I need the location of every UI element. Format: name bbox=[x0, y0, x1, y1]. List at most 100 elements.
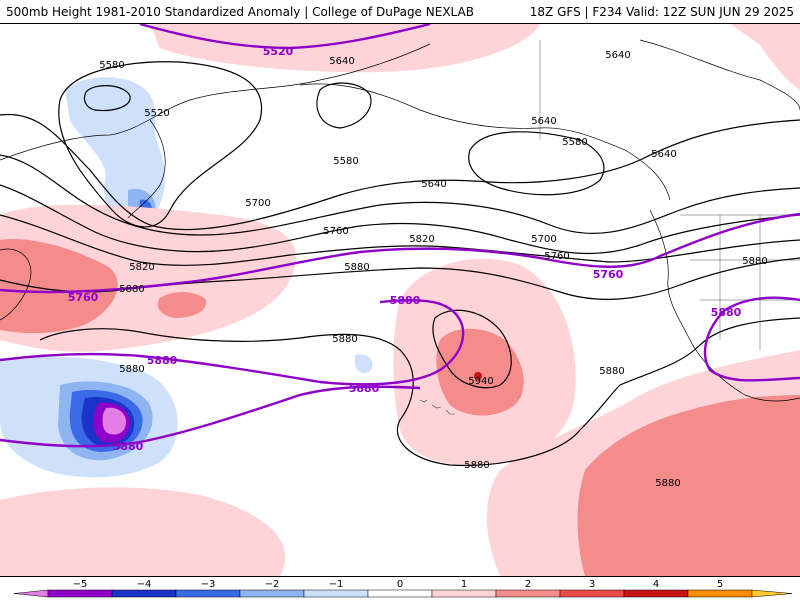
island-3 bbox=[445, 409, 455, 415]
contour-5940 bbox=[432, 309, 512, 389]
contour-5820 bbox=[0, 214, 800, 266]
clim-label: 5880 bbox=[390, 294, 421, 307]
contour-5580-loop bbox=[58, 61, 263, 228]
contour-5760 bbox=[0, 184, 800, 255]
clim-label: 5520 bbox=[263, 45, 294, 58]
contour-label: 5640 bbox=[531, 116, 556, 127]
colorbar-ticks: −5 −4 −3 −2 −1 0 1 2 3 4 5 bbox=[73, 579, 724, 590]
contour-label: 5880 bbox=[119, 284, 144, 295]
anomaly-pos-south-mid bbox=[577, 395, 800, 576]
colorbar-swatch bbox=[13, 589, 49, 598]
colorbar-swatch bbox=[751, 589, 793, 598]
map-header: 500mb Height 1981-2010 Standardized Anom… bbox=[0, 0, 800, 24]
colorbar-tick-label: −4 bbox=[137, 579, 152, 590]
colorbar-tick-label: 1 bbox=[461, 579, 467, 590]
contour-label: 5580 bbox=[99, 60, 124, 71]
clim-5760 bbox=[0, 212, 800, 294]
contour-label: 5880 bbox=[464, 460, 489, 471]
colorbar-swatch bbox=[687, 589, 753, 598]
map-title: 500mb Height 1981-2010 Standardized Anom… bbox=[6, 5, 474, 19]
state-borders bbox=[539, 40, 800, 350]
contour-label: 5820 bbox=[409, 234, 434, 245]
contour-label: 5640 bbox=[651, 149, 676, 160]
coastline-siberia bbox=[0, 43, 431, 161]
anomaly-colorbar: −5 −4 −3 −2 −1 0 1 2 3 4 5 bbox=[0, 576, 800, 600]
contour-label: 5700 bbox=[531, 234, 556, 245]
clim-label: 5880 bbox=[349, 382, 380, 395]
contour-label: 5880 bbox=[655, 478, 680, 489]
colorbar-tick-label: 4 bbox=[653, 579, 659, 590]
colorbar-tick-label: 3 bbox=[589, 579, 595, 590]
colorbar-swatch bbox=[559, 589, 625, 598]
coastline-alaska bbox=[299, 83, 671, 201]
colorbar-swatches bbox=[13, 589, 793, 598]
anomaly-pos-arctic bbox=[150, 24, 540, 73]
colorbar-swatch bbox=[431, 589, 497, 598]
coastline-japan bbox=[0, 248, 32, 321]
island-2 bbox=[431, 404, 442, 409]
colorbar-tick-label: −2 bbox=[265, 579, 280, 590]
contour-label: 5580 bbox=[562, 137, 587, 148]
contour-label: 5880 bbox=[332, 334, 357, 345]
anomaly-neg-small bbox=[355, 354, 373, 374]
colorbar-swatch bbox=[47, 589, 113, 598]
clim-label: 5880 bbox=[113, 440, 144, 453]
contour-5880-central-loop bbox=[39, 317, 800, 467]
climatology-contours bbox=[0, 24, 800, 448]
colorbar-tick-label: −5 bbox=[73, 579, 88, 590]
contour-label: 5760 bbox=[323, 226, 348, 237]
coastline-kamchatka bbox=[127, 119, 166, 219]
colorbar-tick-label: 0 bbox=[397, 579, 403, 590]
clim-label: 5760 bbox=[593, 268, 624, 281]
anomaly-pos-small-spot bbox=[157, 292, 207, 318]
contour-5700 bbox=[0, 154, 800, 236]
clim-5880-c bbox=[703, 296, 800, 382]
contour-label: 5940 bbox=[468, 376, 493, 387]
anomaly-pos-central-core bbox=[474, 372, 482, 380]
contour-label: 5520 bbox=[144, 108, 169, 119]
contour-label: 5580 bbox=[333, 156, 358, 167]
colorbar-swatch bbox=[495, 589, 561, 598]
clim-label: 5760 bbox=[68, 291, 99, 304]
colorbar-swatch bbox=[175, 589, 241, 598]
clim-label: 5880 bbox=[711, 306, 742, 319]
contour-label: 5820 bbox=[129, 262, 154, 273]
anomaly-pos-ne-corner bbox=[730, 24, 800, 90]
colorbar-swatch bbox=[303, 589, 369, 598]
contour-label: 5640 bbox=[329, 56, 354, 67]
climatology-contour-labels: 5520 5760 5760 5880 5880 5880 5880 5880 bbox=[68, 45, 742, 453]
colorbar-swatch bbox=[239, 589, 305, 598]
negative-anomaly-fill bbox=[0, 77, 373, 478]
contour-label: 5880 bbox=[119, 364, 144, 375]
clim-5520 bbox=[139, 24, 431, 50]
anomaly-map: 5520 5580 5580 5580 5640 5640 5640 5640 … bbox=[0, 24, 800, 576]
height-contour-labels: 5520 5580 5580 5580 5640 5640 5640 5640 … bbox=[99, 50, 767, 489]
contour-label: 5880 bbox=[344, 262, 369, 273]
contour-label: 5700 bbox=[245, 198, 270, 209]
contour-5520 bbox=[83, 85, 131, 112]
contour-label: 5640 bbox=[605, 50, 630, 61]
island-1 bbox=[419, 399, 428, 403]
coastline-canada-islands bbox=[639, 39, 800, 111]
clim-5880-b bbox=[0, 385, 421, 448]
colorbar-tick-label: −3 bbox=[201, 579, 216, 590]
anomaly-neg-tropical-pink bbox=[102, 407, 126, 435]
contour-label: 5880 bbox=[599, 366, 624, 377]
contour-label: 5640 bbox=[421, 179, 446, 190]
anomaly-neg-aleutian-light bbox=[65, 77, 165, 223]
contour-label: 5760 bbox=[544, 251, 569, 262]
colorbar-swatch bbox=[111, 589, 177, 598]
anomaly-pos-sw-light bbox=[0, 487, 286, 576]
contour-5640-a bbox=[0, 113, 800, 231]
clim-5880-a bbox=[0, 299, 465, 386]
colorbar-tick-label: −1 bbox=[329, 579, 344, 590]
contour-5580-east bbox=[468, 131, 605, 196]
colorbar-tick-label: 5 bbox=[717, 579, 723, 590]
contour-5580-alaska bbox=[316, 82, 372, 129]
colorbar-tick-label: 2 bbox=[525, 579, 531, 590]
hawaii-islands bbox=[419, 399, 455, 415]
clim-label: 5880 bbox=[147, 354, 178, 367]
colorbar-swatch bbox=[367, 589, 433, 598]
positive-anomaly-fill bbox=[0, 24, 800, 576]
